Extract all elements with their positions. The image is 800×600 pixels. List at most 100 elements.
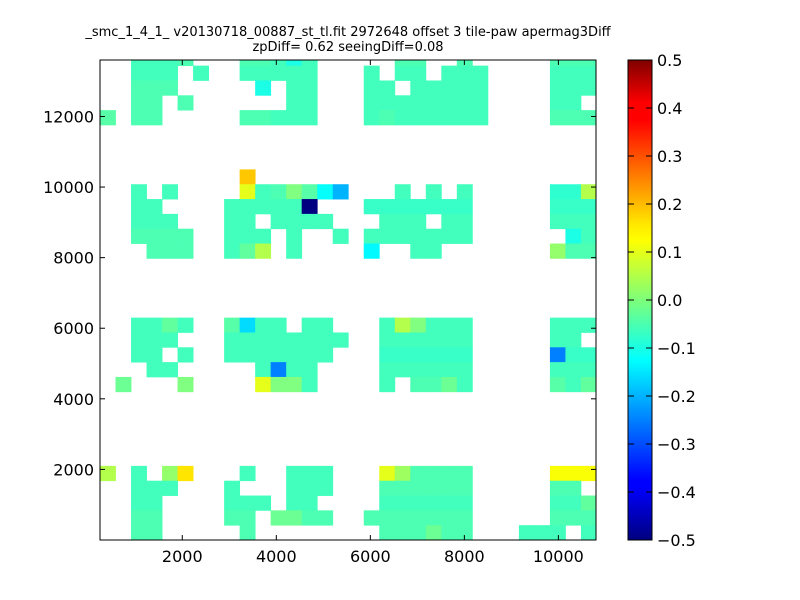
heatmap-cell xyxy=(286,376,303,393)
heatmap-cell xyxy=(162,228,178,244)
heatmap-cell xyxy=(255,184,272,200)
heatmap-cell xyxy=(255,347,272,363)
heatmap-cell xyxy=(565,80,582,96)
heatmap-cell xyxy=(410,80,427,96)
heatmap-cell xyxy=(363,110,380,126)
heatmap-cell xyxy=(131,95,147,111)
heatmap-cell xyxy=(565,376,582,393)
heatmap-cell xyxy=(425,80,442,96)
heatmap-cell xyxy=(363,80,380,96)
heatmap-cell xyxy=(612,244,628,259)
heatmap-cell xyxy=(580,465,596,482)
colorbar-tick-label: 0.3 xyxy=(657,147,682,166)
heatmap-cell xyxy=(239,347,256,363)
heatmap-cell xyxy=(549,243,566,259)
colorbar-tick-label: −0.3 xyxy=(657,435,696,454)
heatmap-cell xyxy=(456,213,473,230)
heatmap-cells xyxy=(100,60,628,540)
heatmap-cell xyxy=(255,60,272,67)
heatmap-cell xyxy=(394,510,411,526)
heatmap-cell xyxy=(317,184,334,200)
heatmap-cell xyxy=(270,376,287,393)
heatmap-cell xyxy=(301,510,318,526)
heatmap-cell xyxy=(565,95,582,111)
heatmap-cell xyxy=(224,213,241,230)
heatmap-cell xyxy=(612,362,628,377)
heatmap-cell xyxy=(301,184,318,200)
heatmap-cell xyxy=(565,184,582,200)
heatmap-cell xyxy=(255,376,272,393)
heatmap-cell xyxy=(379,332,396,348)
heatmap-cell xyxy=(162,243,178,259)
y-tick-label: 4000 xyxy=(53,390,94,409)
heatmap-cell xyxy=(410,110,427,126)
heatmap-cell xyxy=(456,376,473,393)
heatmap-cell xyxy=(301,480,318,496)
colorbar-tick-label: 0.4 xyxy=(657,99,682,118)
heatmap-cell xyxy=(131,465,147,482)
heatmap-cell xyxy=(565,243,582,259)
heatmap-cell xyxy=(394,362,411,378)
heatmap-cell xyxy=(317,510,334,526)
heatmap-cell xyxy=(441,465,458,482)
heatmap-cell xyxy=(425,465,442,482)
heatmap-cell xyxy=(565,199,582,215)
heatmap-cell xyxy=(177,228,194,244)
heatmap-cell xyxy=(425,362,442,378)
heatmap-cell xyxy=(394,228,411,244)
heatmap-cell xyxy=(286,95,303,111)
heatmap-cell xyxy=(131,317,147,333)
heatmap-cell xyxy=(100,465,116,482)
heatmap-cell xyxy=(394,199,411,215)
heatmap-cell xyxy=(410,525,427,540)
heatmap-cell xyxy=(394,110,411,126)
heatmap-cell xyxy=(286,199,303,215)
heatmap-cell xyxy=(612,510,628,525)
heatmap-cell xyxy=(162,480,178,496)
heatmap-cell xyxy=(255,228,272,244)
heatmap-cell xyxy=(379,213,396,230)
heatmap-cell xyxy=(441,332,458,348)
heatmap-cell xyxy=(379,228,396,244)
heatmap-cell xyxy=(549,110,566,126)
heatmap-cell xyxy=(255,199,272,215)
heatmap-cell xyxy=(146,317,163,333)
colorbar-tick-label: 0.0 xyxy=(657,291,682,310)
heatmap-cell xyxy=(224,495,241,511)
heatmap-cell xyxy=(286,362,303,378)
heatmap-cell xyxy=(549,347,566,363)
heatmap-cell xyxy=(270,510,287,526)
heatmap-cell xyxy=(456,95,473,111)
heatmap-cell xyxy=(580,65,596,81)
heatmap-cell xyxy=(472,110,489,126)
heatmap-cell xyxy=(425,243,442,259)
heatmap-cell xyxy=(612,347,628,362)
heatmap-cell xyxy=(177,317,194,333)
heatmap-cell xyxy=(146,80,163,96)
heatmap-cell xyxy=(425,110,442,126)
colorbar-tick-label: 0.5 xyxy=(657,51,682,70)
heatmap-cell xyxy=(394,65,411,81)
heatmap-cell xyxy=(270,213,287,230)
heatmap-cell xyxy=(441,228,458,244)
y-tick-label: 12000 xyxy=(43,107,94,126)
heatmap-cell xyxy=(596,481,612,496)
heatmap-cell xyxy=(580,228,596,244)
heatmap-cell xyxy=(596,244,612,259)
heatmap-cell xyxy=(456,199,473,215)
heatmap-cell xyxy=(596,110,612,125)
heatmap-cell xyxy=(224,228,241,244)
heatmap-cell xyxy=(441,317,458,333)
heatmap-cell xyxy=(565,317,582,333)
heatmap-cell xyxy=(456,525,473,540)
heatmap-cell xyxy=(410,376,427,393)
heatmap-cell xyxy=(270,60,287,67)
heatmap-cell xyxy=(549,465,566,482)
heatmap-cell xyxy=(441,480,458,496)
heatmap-cell xyxy=(239,510,256,526)
heatmap-cell xyxy=(456,465,473,482)
heatmap-cell xyxy=(177,465,194,482)
heatmap-cell xyxy=(224,332,241,348)
heatmap-cell xyxy=(379,376,396,393)
heatmap-cell xyxy=(394,495,411,511)
